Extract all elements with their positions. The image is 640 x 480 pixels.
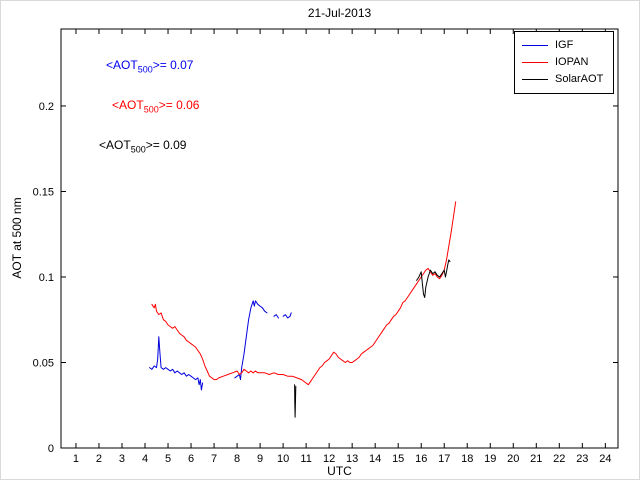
annotation-mean-solaraot: <AOT500>= 0.09 <box>99 138 186 154</box>
legend-item-iopan: IOPAN <box>522 54 606 71</box>
annotation-pre: <AOT <box>99 138 131 152</box>
x-tick-label: 24 <box>599 453 611 465</box>
x-tick-label: 10 <box>277 453 289 465</box>
series-line-iopan <box>151 201 457 386</box>
series-line-solaraot <box>416 259 451 298</box>
y-tick-label: 0.15 <box>33 186 54 198</box>
annotation-sub: 500 <box>130 144 146 155</box>
y-tick-label: 0.05 <box>33 357 54 369</box>
y-tick-label: 0.2 <box>39 101 54 113</box>
x-tick-label: 17 <box>438 453 450 465</box>
x-tick-label: 4 <box>142 453 148 465</box>
x-tick-label: 22 <box>553 453 565 465</box>
legend-line-sample-solaraot <box>522 79 548 80</box>
x-tick-label: 6 <box>188 453 194 465</box>
series-line-igf <box>273 314 279 319</box>
x-tick-label: 11 <box>300 453 311 465</box>
x-tick-label: 7 <box>211 453 217 465</box>
chart-title: 21-Jul-2013 <box>307 6 372 20</box>
annotation-mean-igf: <AOT500>= 0.07 <box>106 58 193 74</box>
x-tick-label: 21 <box>530 453 542 465</box>
legend-label-iopan: IOPAN <box>555 56 589 68</box>
x-axis-label: UTC <box>327 464 352 478</box>
annotation-post: >= 0.06 <box>158 98 200 112</box>
annotation-post: >= 0.07 <box>152 58 194 72</box>
series-line-igf <box>282 312 292 319</box>
annotation-pre: <AOT <box>106 58 138 72</box>
x-tick-label: 16 <box>415 453 427 465</box>
x-tick-label: 5 <box>165 453 171 465</box>
axes-box <box>60 28 619 449</box>
x-tick-label: 13 <box>346 453 358 465</box>
annotation-sub: 500 <box>143 104 159 115</box>
legend: IGF IOPAN SolarAOT <box>514 31 614 94</box>
annotation-pre: <AOT <box>112 98 144 112</box>
legend-line-sample-igf <box>522 45 548 46</box>
x-tick-label: 8 <box>234 453 240 465</box>
x-tick-label: 15 <box>392 453 404 465</box>
series-line-solaraot <box>294 384 297 418</box>
x-tick-label: 20 <box>507 453 519 465</box>
legend-line-sample-iopan <box>522 62 548 63</box>
x-tick-label: 9 <box>257 453 263 465</box>
annotation-post: >= 0.09 <box>145 138 187 152</box>
series-line-igf <box>149 336 204 391</box>
legend-label-igf: IGF <box>555 39 574 51</box>
legend-item-solaraot: SolarAOT <box>522 71 606 88</box>
x-tick-label: 18 <box>461 453 473 465</box>
x-tick-label: 23 <box>576 453 588 465</box>
x-tick-label: 12 <box>323 453 335 465</box>
x-tick-label: 19 <box>484 453 496 465</box>
x-tick-label: 14 <box>369 453 381 465</box>
series-line-igf <box>234 300 268 381</box>
annotation-mean-iopan: <AOT500>= 0.06 <box>112 98 199 114</box>
y-tick-label: 0.1 <box>39 272 54 284</box>
annotation-sub: 500 <box>137 64 153 75</box>
x-tick-label: 1 <box>73 453 79 465</box>
x-tick-label: 3 <box>119 453 125 465</box>
y-tick-label: 0 <box>48 443 54 455</box>
x-tick-label: 2 <box>96 453 102 465</box>
legend-item-igf: IGF <box>522 37 606 54</box>
legend-label-solaraot: SolarAOT <box>555 73 604 85</box>
